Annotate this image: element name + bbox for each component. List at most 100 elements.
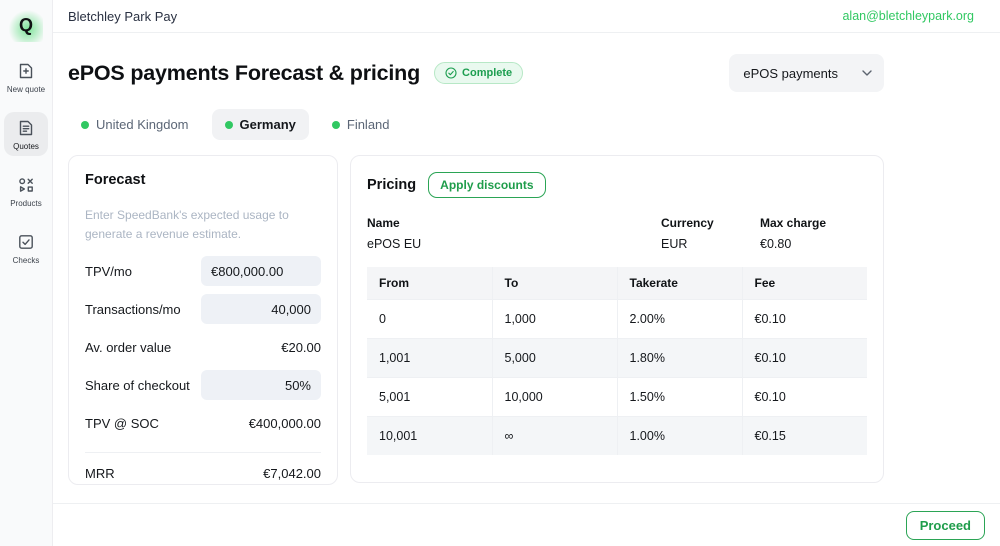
- forecast-row-tpv-at-soc: TPV @ SOC €400,000.00: [85, 408, 321, 438]
- sidebar-item-quotes[interactable]: Quotes: [4, 112, 48, 156]
- top-bar: Bletchley Park Pay alan@bletchleypark.or…: [53, 0, 1000, 33]
- status-dot-icon: [331, 120, 340, 129]
- cell-from: 5,001: [367, 377, 492, 417]
- table-row: 1,001 5,000 1.80% €0.10: [367, 338, 867, 378]
- currency-value: EUR: [661, 237, 688, 251]
- check-circle-icon: [445, 67, 457, 79]
- pricing-info-name: Name ePOS EU: [367, 216, 661, 251]
- mrr-label: MRR: [85, 465, 115, 481]
- forecast-row-mrr: MRR €7,042.00: [85, 452, 321, 482]
- table-row: 5,001 10,000 1.50% €0.10: [367, 377, 867, 417]
- pricing-title: Pricing: [367, 177, 417, 193]
- products-icon: [19, 178, 33, 192]
- product-dropdown-value: ePOS payments: [743, 65, 838, 81]
- tpv-at-soc-value: €400,000.00: [248, 415, 321, 431]
- cell-to: 1,000: [491, 299, 617, 339]
- share-of-checkout-label: Share of checkout: [85, 377, 190, 393]
- main-area: Bletchley Park Pay alan@bletchleypark.or…: [53, 0, 1000, 546]
- apply-discounts-button[interactable]: Apply discounts: [428, 172, 546, 198]
- country-tabs: United Kingdom Germany Finland: [68, 109, 884, 140]
- tab-finland[interactable]: Finland: [319, 109, 403, 140]
- tab-united-kingdom[interactable]: United Kingdom: [68, 109, 202, 140]
- pricing-header: Pricing Apply discounts: [367, 172, 867, 198]
- proceed-button[interactable]: Proceed: [905, 510, 985, 540]
- name-label: Name: [367, 216, 400, 230]
- panels-row: Forecast Enter SpeedBank's expected usag…: [68, 155, 884, 485]
- avg-order-value: €20.00: [281, 339, 321, 355]
- table-header-row: From To Takerate Fee: [367, 267, 867, 300]
- sidebar-item-products[interactable]: Products: [4, 169, 48, 213]
- checks-icon: [19, 235, 33, 249]
- title-row: ePOS payments Forecast & pricing Complet…: [68, 54, 884, 92]
- col-header-fee: Fee: [741, 267, 867, 300]
- pricing-tiers-table: From To Takerate Fee 0 1,000 2.00% €0.10: [367, 267, 867, 455]
- table-row: 0 1,000 2.00% €0.10: [367, 299, 867, 339]
- cell-takerate: 2.00%: [616, 299, 742, 339]
- forecast-row-transactions: Transactions/mo: [85, 294, 321, 325]
- cell-takerate: 1.00%: [616, 416, 742, 455]
- transactions-label: Transactions/mo: [85, 301, 181, 317]
- share-of-checkout-input[interactable]: [201, 370, 321, 401]
- forecast-row-share-of-checkout: Share of checkout: [85, 370, 321, 401]
- new-quote-icon: [19, 63, 33, 79]
- tab-germany[interactable]: Germany: [211, 109, 309, 140]
- tpv-at-soc-label: TPV @ SOC: [85, 415, 159, 431]
- pricing-info-row: Name ePOS EU Currency EUR Max charge €0.…: [367, 216, 867, 251]
- cell-from: 10,001: [367, 416, 492, 455]
- forecast-description: Enter SpeedBank's expected usage to gene…: [85, 208, 289, 241]
- cell-to: ∞: [491, 416, 617, 455]
- cell-from: 1,001: [367, 338, 492, 378]
- tab-label: Finland: [346, 117, 390, 132]
- pricing-panel: Pricing Apply discounts Name ePOS EU Cur…: [350, 155, 884, 483]
- cell-takerate: 1.80%: [616, 338, 742, 378]
- max-charge-label: Max charge: [760, 216, 827, 230]
- status-badge-label: Complete: [462, 67, 513, 79]
- mrr-value: €7,042.00: [263, 465, 321, 481]
- col-header-takerate: Takerate: [616, 267, 742, 300]
- app-logo[interactable]: Q: [9, 8, 43, 42]
- cell-fee: €0.10: [741, 338, 867, 378]
- pricing-info-currency: Currency EUR: [661, 216, 760, 251]
- sidebar-item-label: Checks: [12, 256, 40, 265]
- sidebar-item-checks[interactable]: Checks: [4, 226, 48, 270]
- forecast-panel: Forecast Enter SpeedBank's expected usag…: [68, 155, 338, 485]
- tab-label: United Kingdom: [96, 117, 189, 132]
- pricing-info-max-charge: Max charge €0.80: [760, 216, 826, 251]
- forecast-row-tpv: TPV/mo: [85, 256, 321, 287]
- cell-fee: €0.10: [741, 377, 867, 417]
- tpv-input[interactable]: [201, 256, 321, 287]
- sidebar-item-label: Quotes: [13, 142, 39, 151]
- sidebar-item-new-quote[interactable]: New quote: [4, 55, 48, 99]
- tpv-label: TPV/mo: [85, 263, 132, 279]
- col-header-from: From: [367, 267, 492, 300]
- sidebar-item-label: New quote: [6, 85, 46, 94]
- avg-order-value-label: Av. order value: [85, 339, 172, 355]
- footer-bar: Proceed: [53, 503, 1000, 546]
- sidebar-item-label: Products: [10, 199, 42, 208]
- currency-label: Currency: [661, 216, 714, 230]
- status-dot-icon: [81, 120, 89, 129]
- status-dot-icon: [224, 120, 233, 129]
- cell-to: 10,000: [491, 377, 617, 417]
- name-value: ePOS EU: [367, 237, 422, 251]
- table-row: 10,001 ∞ 1.00% €0.15: [367, 416, 867, 455]
- quotes-icon: [19, 120, 33, 136]
- status-badge: Complete: [434, 62, 524, 84]
- transactions-input[interactable]: [201, 294, 321, 325]
- page-content: ePOS payments Forecast & pricing Complet…: [53, 33, 1000, 503]
- forecast-title: Forecast: [85, 172, 146, 188]
- cell-to: 5,000: [491, 338, 617, 378]
- sidebar: Q New quote Quotes Products Checks: [0, 0, 53, 546]
- tab-label: Germany: [239, 117, 296, 132]
- max-charge-value: €0.80: [760, 237, 792, 251]
- page-title: ePOS payments Forecast & pricing: [68, 60, 421, 85]
- app-title: Bletchley Park Pay: [68, 8, 178, 24]
- product-dropdown[interactable]: ePOS payments: [729, 54, 884, 92]
- chevron-down-icon: [862, 69, 872, 76]
- cell-takerate: 1.50%: [616, 377, 742, 417]
- forecast-row-avg-order-value: Av. order value €20.00: [85, 332, 321, 362]
- col-header-to: To: [491, 267, 617, 300]
- cell-fee: €0.15: [741, 416, 867, 455]
- user-email-link[interactable]: alan@bletchleypark.org: [842, 9, 974, 23]
- cell-fee: €0.10: [741, 299, 867, 339]
